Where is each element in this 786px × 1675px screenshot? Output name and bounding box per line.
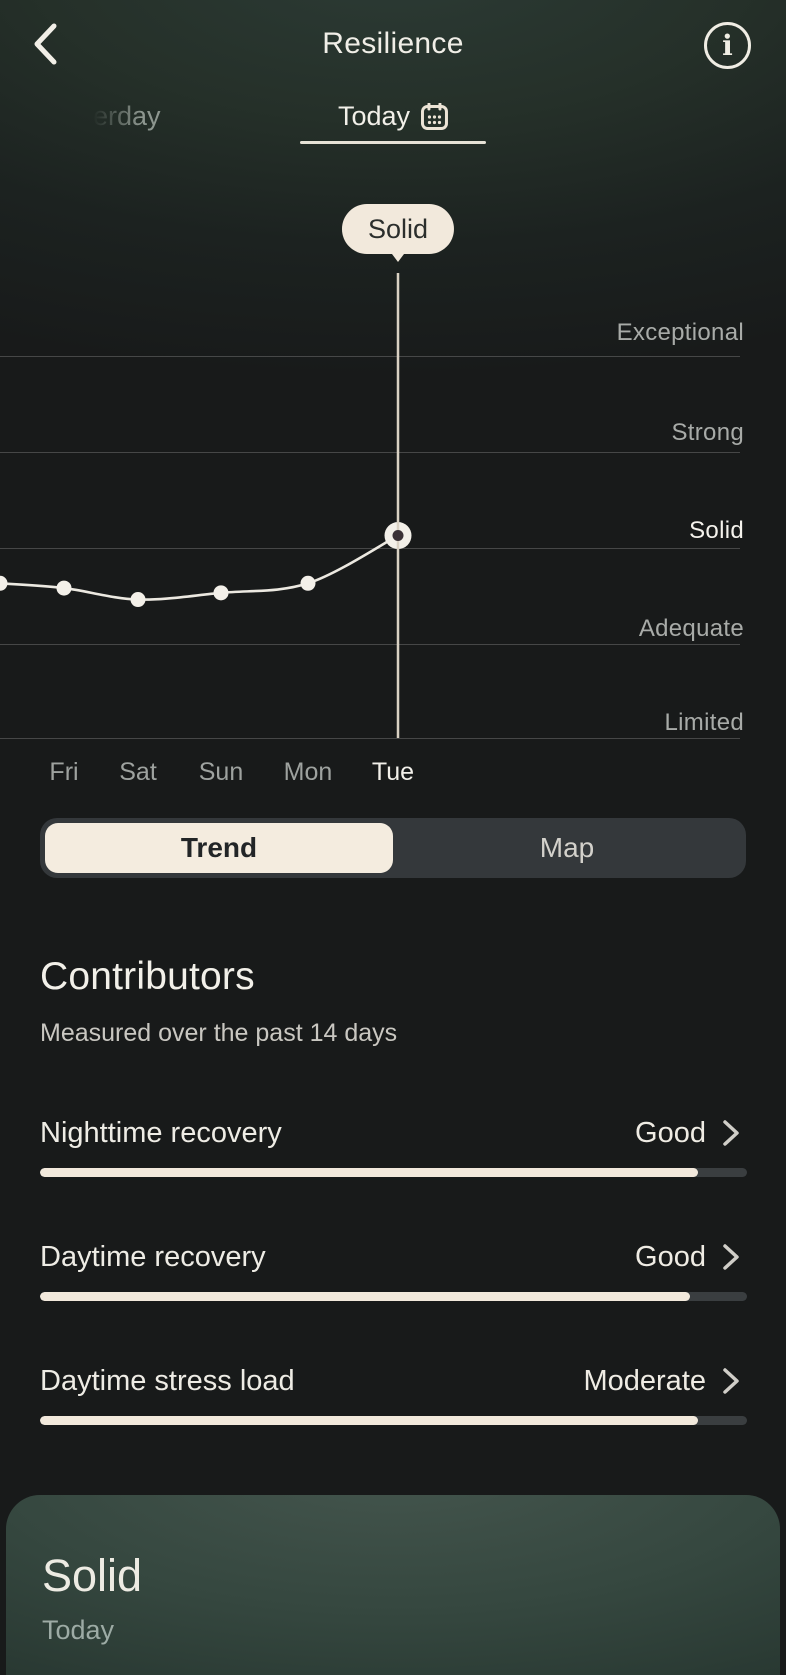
trend-line-plot[interactable]: [0, 180, 786, 780]
chevron-right-icon: [722, 1367, 740, 1395]
level-badge-tail: [389, 250, 407, 262]
contributor-value: Moderate: [583, 1365, 706, 1397]
contributor-label: Nighttime recovery: [40, 1117, 282, 1149]
level-badge: Solid: [341, 204, 455, 254]
chevron-right-icon: [722, 1243, 740, 1271]
summary-card-period: Today: [42, 1615, 115, 1645]
gridline-solid: [0, 548, 740, 549]
progress-fill: [40, 1168, 698, 1177]
y-axis-label: Strong: [671, 419, 744, 446]
tab-today[interactable]: Today: [337, 92, 449, 140]
progress-fill: [40, 1416, 698, 1425]
y-axis-label: Limited: [664, 709, 744, 736]
contributor-row-daytime-recovery[interactable]: Daytime recovery Good: [0, 1229, 786, 1339]
contributor-row-nighttime-recovery[interactable]: Nighttime recovery Good: [0, 1105, 786, 1215]
y-axis-label: Exceptional: [616, 319, 744, 346]
page-title: Resilience: [322, 27, 464, 60]
x-axis-label: Fri: [49, 758, 79, 786]
contributor-label: Daytime stress load: [40, 1365, 295, 1397]
gridline-adequate: [0, 644, 740, 645]
tab-today-label: Today: [337, 100, 411, 131]
tab-trend[interactable]: Trend: [45, 823, 393, 873]
calendar-icon: [421, 102, 449, 130]
y-axis-label: Adequate: [638, 615, 744, 642]
view-toggle: Trend Map: [40, 818, 746, 878]
progress-track: [40, 1292, 747, 1301]
info-button[interactable]: i: [704, 22, 751, 69]
back-button[interactable]: [30, 18, 82, 70]
contributors-title: Contributors: [40, 955, 255, 998]
progress-track: [40, 1416, 747, 1425]
contributor-value: Good: [635, 1241, 706, 1273]
summary-card-level: Solid: [42, 1550, 143, 1601]
date-tabs: erday Today: [0, 92, 786, 152]
info-icon: i: [722, 29, 733, 62]
gridline-strong: [0, 452, 740, 453]
progress-fill: [40, 1292, 691, 1301]
active-tab-underline: [300, 141, 486, 144]
x-axis-label: Sat: [119, 758, 157, 786]
summary-card: [6, 1495, 780, 1675]
contributor-value: Good: [635, 1117, 706, 1149]
x-axis-label: Sun: [198, 758, 244, 786]
tab-map[interactable]: Map: [393, 823, 741, 873]
resilience-trend-chart: Solid Exceptional Strong Solid Adequate …: [0, 180, 786, 786]
chevron-right-icon: [722, 1119, 740, 1147]
gridline-limited: [0, 738, 740, 739]
contributors-subtitle: Measured over the past 14 days: [40, 1019, 398, 1047]
contributor-label: Daytime recovery: [40, 1241, 266, 1273]
tab-yesterday[interactable]: erday: [93, 92, 161, 140]
gridline-exceptional: [0, 356, 740, 357]
header: Resilience i: [0, 0, 786, 88]
progress-track: [40, 1168, 747, 1177]
x-axis-label-active: Tue: [371, 758, 415, 786]
x-axis-label: Mon: [283, 758, 333, 786]
y-axis-label-active: Solid: [689, 517, 744, 544]
chevron-left-icon: [30, 22, 82, 66]
contributor-row-daytime-stress-load[interactable]: Daytime stress load Moderate: [0, 1353, 786, 1463]
